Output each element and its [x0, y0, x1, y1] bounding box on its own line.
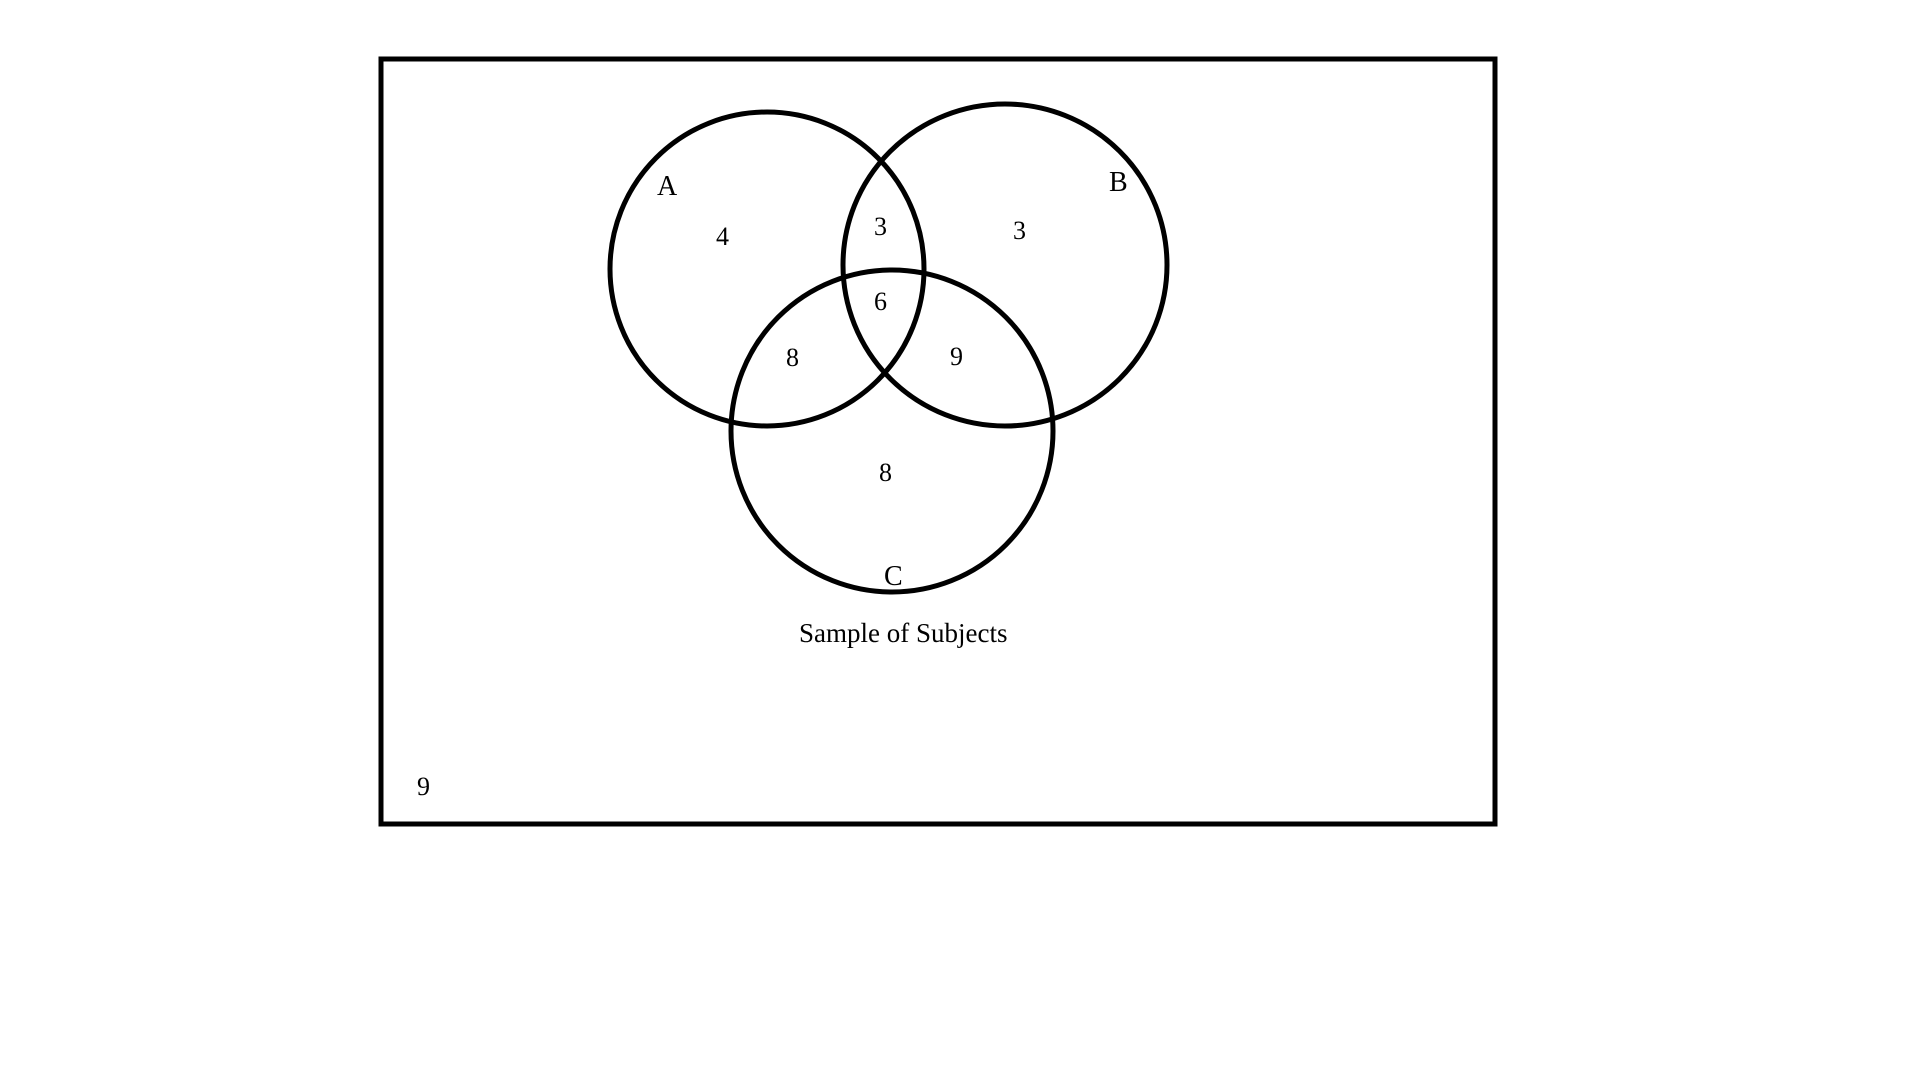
region-a-and-b-count: 3 — [874, 212, 887, 241]
region-a-b-c-count: 6 — [874, 287, 887, 316]
set-a-label: A — [657, 171, 678, 202]
region-outside-count: 9 — [417, 772, 430, 801]
region-a-and-c-count: 8 — [786, 343, 799, 372]
diagram-caption: Sample of Subjects — [799, 618, 1007, 648]
region-a-only-count: 4 — [716, 222, 729, 251]
set-b-label: B — [1109, 167, 1128, 198]
set-a-circle — [607, 109, 927, 429]
set-b-circle — [840, 101, 1170, 429]
region-b-only-count: 3 — [1013, 216, 1026, 245]
universe-frame — [378, 56, 1498, 827]
set-c-label: C — [884, 561, 903, 592]
set-c-circle — [728, 267, 1056, 595]
region-c-only-count: 8 — [879, 458, 892, 487]
region-b-and-c-count: 9 — [950, 342, 963, 371]
